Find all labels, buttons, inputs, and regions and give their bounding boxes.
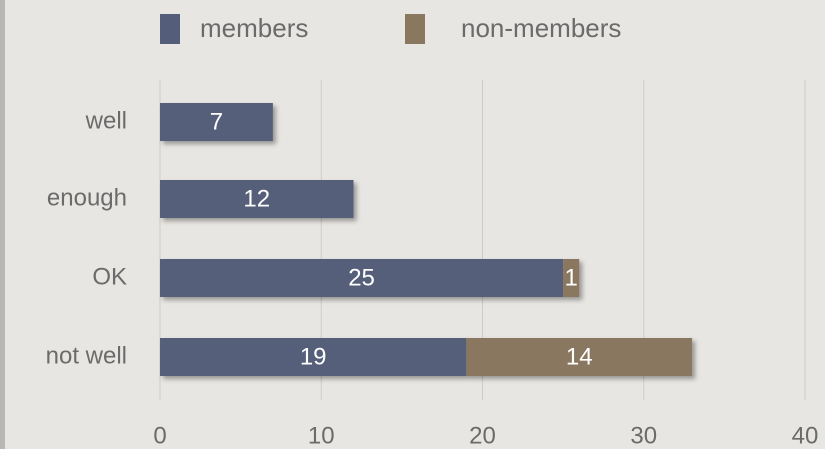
bar-segment [160,103,273,141]
x-tick-label: 30 [630,422,657,449]
value-label: 14 [566,343,593,370]
x-tick-label: 10 [308,422,335,449]
bar-segment [160,180,354,218]
bar-segment [466,338,693,376]
y-tick-label: well [85,107,127,134]
x-tick-label: 0 [153,422,166,449]
x-tick-label: 40 [792,422,819,449]
value-label: 1 [565,264,578,291]
legend-swatch [160,14,180,44]
value-label: 25 [348,264,375,291]
y-tick-label: not well [46,342,127,369]
legend-label: members [200,13,308,43]
bar-group [160,180,354,218]
value-label: 19 [300,343,327,370]
bar-group [160,103,273,141]
y-tick-label: enough [47,184,127,211]
bar-segment [563,259,580,297]
bar-segment [160,338,467,376]
legend-swatch [405,14,425,44]
value-label: 12 [243,185,270,212]
x-tick-label: 20 [469,422,496,449]
legend-label: non-members [461,13,621,43]
bar-group [160,259,580,297]
value-label: 7 [210,108,223,135]
left-edge [0,0,5,449]
bar-group [160,338,693,376]
y-tick-label: OK [92,263,127,290]
bar-segment [160,259,564,297]
